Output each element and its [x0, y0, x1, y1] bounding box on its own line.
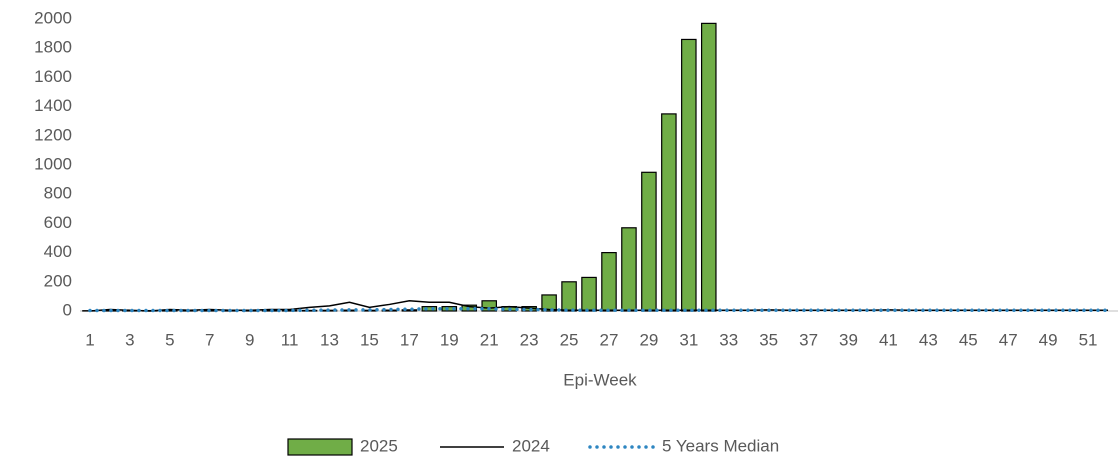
bar [441, 306, 458, 312]
x-tick-label: 35 [759, 330, 778, 349]
y-tick-label: 1600 [34, 67, 72, 86]
x-tick-label: 15 [360, 330, 379, 349]
bar [421, 306, 438, 312]
bar [581, 276, 597, 312]
x-tick-label: 37 [799, 330, 818, 349]
x-tick-label: 13 [320, 330, 339, 349]
legend-label: 5 Years Median [662, 436, 779, 455]
x-tick-label: 25 [560, 330, 579, 349]
bar [561, 281, 577, 312]
y-tick-label: 400 [44, 242, 72, 261]
legend-label: 2025 [360, 436, 398, 455]
x-axis-title: Epi-Week [563, 370, 637, 389]
x-tick-label: 3 [125, 330, 134, 349]
x-tick-label: 21 [480, 330, 499, 349]
x-tick-label: 49 [1039, 330, 1058, 349]
bar [701, 22, 717, 312]
bar [401, 309, 418, 312]
x-tick-label: 9 [245, 330, 254, 349]
bar [541, 294, 557, 312]
legend-label: 2024 [512, 436, 550, 455]
bar [481, 300, 497, 312]
x-tick-label: 27 [600, 330, 619, 349]
bar [601, 252, 617, 312]
y-tick-label: 600 [44, 213, 72, 232]
x-tick-label: 23 [520, 330, 539, 349]
x-tick-label: 33 [719, 330, 738, 349]
x-tick-label: 5 [165, 330, 174, 349]
x-tick-label: 29 [639, 330, 658, 349]
x-tick-label: 17 [400, 330, 419, 349]
y-tick-label: 1000 [34, 154, 72, 173]
x-tick-label: 31 [679, 330, 698, 349]
x-tick-label: 19 [440, 330, 459, 349]
legend-swatch [287, 438, 353, 456]
x-tick-label: 51 [1079, 330, 1098, 349]
x-tick-label: 1 [85, 330, 94, 349]
bar [261, 309, 278, 312]
y-tick-label: 200 [44, 271, 72, 290]
y-tick-label: 1800 [34, 38, 72, 57]
y-tick-label: 2000 [34, 8, 72, 27]
x-tick-label: 11 [281, 330, 299, 349]
bar [681, 38, 697, 312]
y-tick-label: 1200 [34, 125, 72, 144]
y-tick-label: 800 [44, 184, 72, 203]
series-line [88, 307, 1110, 313]
x-tick-label: 7 [205, 330, 214, 349]
bar [621, 227, 637, 312]
y-tick-label: 0 [63, 300, 72, 319]
x-tick-label: 41 [879, 330, 898, 349]
x-tick-label: 47 [999, 330, 1018, 349]
bar [301, 309, 318, 312]
y-tick-label: 1400 [34, 96, 72, 115]
x-tick-label: 43 [919, 330, 938, 349]
bar [641, 171, 657, 312]
bar [661, 113, 677, 312]
x-tick-label: 39 [839, 330, 858, 349]
x-tick-label: 45 [959, 330, 978, 349]
